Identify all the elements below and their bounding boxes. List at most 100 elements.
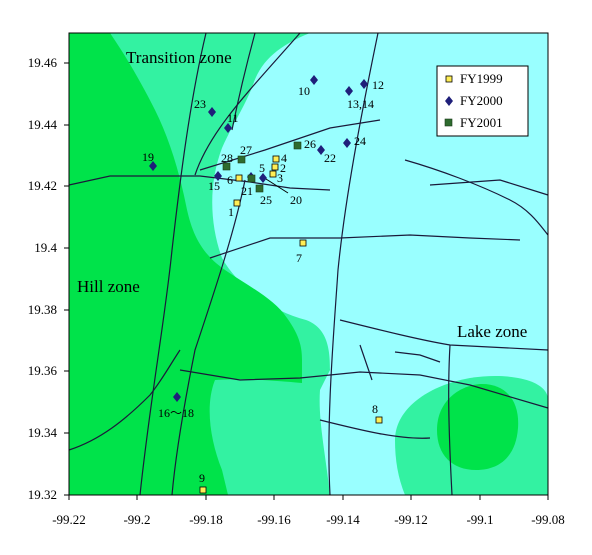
fy2001-marker-site-21	[247, 174, 256, 183]
site-label: 10	[298, 84, 310, 98]
site-labels: 10 12 13,14 23 11 24 26 22 27 28 4 5 2 3…	[142, 78, 384, 485]
hill-zone-area	[69, 33, 302, 495]
fy2000-marker-site-12	[360, 79, 368, 89]
site-label: 28	[221, 151, 233, 165]
site-label: 11	[227, 111, 239, 125]
site-label: 16～18	[158, 406, 194, 420]
site-label: 12	[372, 78, 384, 92]
site-label: 6	[227, 173, 233, 187]
x-tick-label: -99.18	[189, 512, 223, 527]
y-tick-label: 19.46	[28, 55, 58, 70]
fy1999-marker-site-9	[199, 486, 207, 494]
road-line	[429, 179, 549, 196]
road-line	[199, 119, 381, 171]
y-axis	[64, 62, 69, 496]
fy2001-marker-site-28	[222, 162, 231, 171]
y-tick-label: 19.34	[28, 425, 58, 440]
x-tick-label: -99.14	[326, 512, 360, 527]
site-label: 21	[241, 184, 253, 198]
fy2000-marker-site-10	[310, 75, 318, 85]
lake-zone-label: Lake zone	[457, 322, 527, 341]
fy2000-marker-site-11	[224, 123, 232, 133]
road-line	[394, 351, 441, 363]
site-label: 22	[324, 151, 336, 165]
legend-fy1999-label: FY1999	[460, 71, 503, 86]
fy2000-marker-site-19	[149, 161, 157, 171]
site-label: 15	[208, 179, 220, 193]
site-label: 13,14	[347, 97, 374, 111]
y-tick-label: 19.4	[34, 240, 57, 255]
fy2000-marker-site-15	[214, 171, 222, 181]
transition-zone-label: Transition zone	[126, 48, 232, 67]
road-line	[359, 344, 373, 381]
site-label: 4	[281, 151, 287, 165]
site-label: 27	[240, 143, 252, 157]
fy1999-marker-site-4	[272, 155, 280, 163]
legend-fy1999-marker	[445, 75, 453, 83]
fy1999-marker-site-3	[269, 170, 277, 178]
legend-fy2000-label: FY2000	[460, 93, 503, 108]
hill-zone-area	[437, 383, 519, 470]
plot-frame	[68, 32, 549, 496]
x-tick-label: -99.2	[123, 512, 150, 527]
y-tick-label: 19.38	[28, 302, 57, 317]
site-label: 9	[199, 471, 205, 485]
site-label: 1	[228, 205, 234, 219]
fy2000-marker-site-22	[317, 145, 325, 155]
site-label: 20	[290, 193, 302, 207]
x-tick-label: -99.08	[531, 512, 565, 527]
fy1999-markers	[199, 155, 383, 494]
site-20-leader-line	[265, 178, 289, 194]
x-tick-label: -99.1	[466, 512, 493, 527]
site-label: 3	[277, 171, 283, 185]
road-line	[319, 419, 431, 439]
road-line	[209, 234, 521, 259]
site-label: 5	[259, 161, 265, 175]
hill-zone-label: Hill zone	[77, 277, 140, 296]
fy2000-marker-site-24	[343, 138, 351, 148]
fy2001-marker-site-27	[237, 155, 246, 164]
fy2000-marker-site-23	[208, 107, 216, 117]
site-label: 7	[296, 251, 302, 265]
site-label: 19	[142, 150, 154, 164]
road-line	[339, 319, 549, 351]
legend: FY1999 FY2000 FY2001	[436, 65, 529, 137]
x-tick-label: -99.22	[52, 512, 86, 527]
y-tick-label: 19.42	[28, 178, 57, 193]
legend-fy2001-marker	[444, 118, 453, 127]
site-label: 24	[354, 134, 366, 148]
road-line	[68, 349, 181, 451]
fy1999-marker-site-8	[375, 416, 383, 424]
x-tick-labels: -99.22 -99.2 -99.18 -99.16 -99.14 -99.12…	[52, 512, 565, 527]
fy2000-marker-site-20	[259, 173, 267, 183]
y-tick-labels: 19.46 19.44 19.42 19.4 19.38 19.36 19.34…	[28, 55, 58, 502]
fy1999-marker-site-2	[271, 163, 279, 171]
fy2001-marker-site-25	[255, 184, 264, 193]
site-label: 26	[304, 137, 316, 151]
site-label: 23	[194, 97, 206, 111]
road-line	[179, 369, 549, 409]
y-tick-label: 19.44	[28, 117, 58, 132]
fy1999-marker-site-7	[299, 239, 307, 247]
road-line	[328, 32, 379, 496]
y-tick-label: 19.36	[28, 363, 58, 378]
site-label: 25	[260, 193, 272, 207]
y-tick-label: 19.32	[28, 487, 57, 502]
road-line	[404, 159, 549, 236]
fy2000-marker-site-13-14	[345, 86, 353, 96]
site-label: 2	[280, 161, 286, 175]
fy1999-marker-site-6	[235, 174, 243, 182]
x-tick-label: -99.12	[394, 512, 428, 527]
fy2001-markers	[222, 141, 302, 193]
road-line	[231, 32, 256, 131]
x-axis	[68, 495, 549, 500]
road-lines	[68, 32, 549, 496]
fy2001-marker-site-26	[293, 141, 302, 150]
x-tick-label: -99.16	[257, 512, 291, 527]
legend-fy2001-label: FY2001	[460, 115, 503, 130]
fy2000-marker-site-16-18	[173, 392, 181, 402]
legend-fy2000-marker	[445, 96, 453, 106]
road-line	[139, 32, 207, 496]
road-line	[68, 175, 331, 191]
